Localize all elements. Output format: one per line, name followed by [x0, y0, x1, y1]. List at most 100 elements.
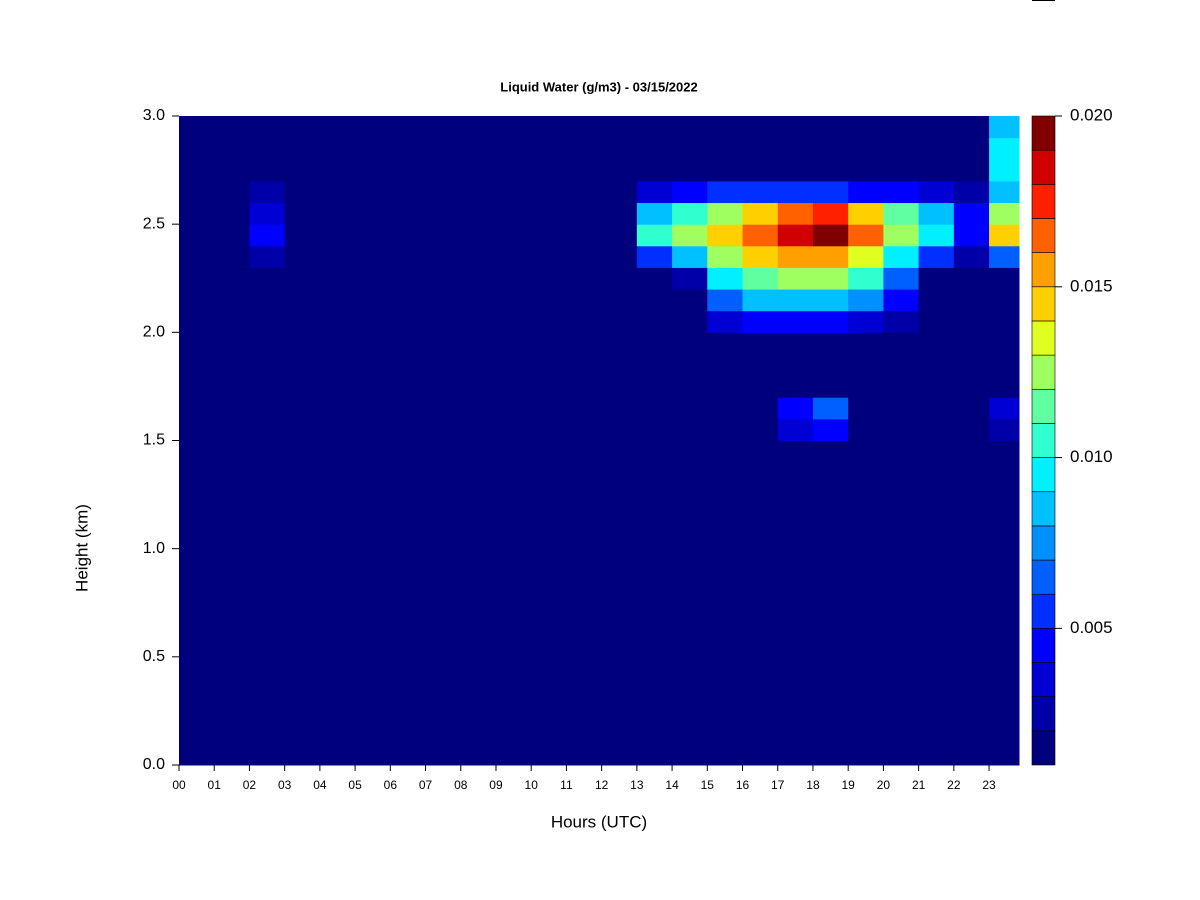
heatmap-cell — [989, 570, 1020, 593]
heatmap-cell — [566, 527, 603, 550]
x-tick-label: 05 — [348, 778, 362, 792]
heatmap-cell — [390, 310, 427, 333]
heatmap-cell — [249, 397, 286, 420]
heatmap-cell — [918, 289, 955, 312]
heatmap-cell — [883, 245, 920, 268]
heatmap-cell — [636, 267, 673, 290]
heatmap-cell — [918, 375, 955, 398]
heatmap-cell — [390, 700, 427, 723]
heatmap-cell — [355, 159, 391, 182]
heatmap-cell — [777, 527, 814, 550]
heatmap-cell — [425, 440, 462, 463]
heatmap-cell — [636, 548, 673, 571]
heatmap-cell — [918, 483, 955, 506]
heatmap-cell — [531, 527, 567, 550]
heatmap-cell — [883, 397, 920, 420]
heatmap-cell — [601, 375, 638, 398]
heatmap-cell — [566, 310, 603, 333]
heatmap-cell — [355, 548, 391, 571]
heatmap-cell — [249, 353, 286, 377]
heatmap-cell — [355, 635, 391, 658]
heatmap-cell — [460, 332, 497, 355]
heatmap-cell — [636, 180, 673, 204]
heatmap-cell — [672, 245, 708, 268]
heatmap-cell — [707, 353, 744, 377]
heatmap-cell — [460, 440, 497, 463]
heatmap-cell — [495, 310, 532, 333]
heatmap-cell — [812, 743, 849, 766]
heatmap-cell — [989, 483, 1020, 506]
heatmap-cell — [319, 505, 356, 528]
heatmap-cell — [566, 375, 603, 398]
heatmap-cell — [672, 310, 708, 333]
heatmap-cell — [812, 548, 849, 571]
heatmap-cell — [848, 721, 884, 744]
heatmap-cell — [425, 332, 462, 355]
heatmap-cell — [777, 743, 814, 766]
x-axis-label: Hours (UTC) — [551, 812, 647, 831]
heatmap-cell — [777, 462, 814, 485]
heatmap-cell — [425, 159, 462, 182]
heatmap-cell — [848, 678, 884, 701]
heatmap-cell — [848, 635, 884, 658]
heatmap-cell — [460, 180, 497, 204]
heatmap-cell — [460, 418, 497, 441]
heatmap-cell — [742, 505, 779, 528]
heatmap-cell — [284, 180, 321, 204]
heatmap-cell — [284, 548, 321, 571]
heatmap-cell — [953, 483, 990, 506]
heatmap-cell — [319, 202, 356, 225]
heatmap-cell — [460, 159, 497, 182]
heatmap-cell — [566, 462, 603, 485]
heatmap-cell — [531, 613, 567, 636]
heatmap-cell — [566, 505, 603, 528]
heatmap-cell — [495, 224, 532, 247]
heatmap-cell — [707, 635, 744, 658]
heatmap-cell — [249, 548, 286, 571]
heatmap-cell — [390, 375, 427, 398]
heatmap-cell — [355, 137, 391, 160]
heatmap-cell — [390, 656, 427, 679]
heatmap-cell — [355, 224, 391, 247]
heatmap-cell — [390, 570, 427, 593]
heatmap-cell — [989, 159, 1020, 182]
heatmap-cell — [636, 721, 673, 744]
heatmap-cell — [989, 332, 1020, 355]
heatmap-cell — [284, 483, 321, 506]
heatmap-cell — [989, 656, 1020, 679]
heatmap-cell — [953, 570, 990, 593]
heatmap-cell — [531, 353, 567, 377]
x-tick-label: 15 — [701, 778, 715, 792]
heatmap-cell — [601, 483, 638, 506]
heatmap-cell — [918, 548, 955, 571]
heatmap-cell — [636, 700, 673, 723]
y-tick-label: 1.5 — [143, 432, 165, 449]
heatmap-cell — [672, 180, 708, 204]
heatmap-cell — [214, 483, 250, 506]
heatmap-cell — [601, 548, 638, 571]
heatmap-cell — [601, 397, 638, 420]
heatmap-cell — [319, 678, 356, 701]
heatmap-cell — [953, 202, 990, 225]
heatmap-cell — [989, 462, 1020, 485]
heatmap-cell — [848, 375, 884, 398]
heatmap-cell — [777, 505, 814, 528]
heatmap-cell — [918, 353, 955, 377]
heatmap-cell — [319, 483, 356, 506]
heatmap-cell — [531, 224, 567, 247]
heatmap-cell — [953, 159, 990, 182]
heatmap-cell — [249, 700, 286, 723]
heatmap-cell — [214, 613, 250, 636]
x-tick-label: 09 — [489, 778, 503, 792]
heatmap-cell — [214, 310, 250, 333]
heatmap-cell — [707, 483, 744, 506]
heatmap-cell — [319, 743, 356, 766]
heatmap-cell — [601, 613, 638, 636]
heatmap-cell — [812, 678, 849, 701]
heatmap-cell — [918, 721, 955, 744]
heatmap-cell — [460, 116, 497, 139]
heatmap-cell — [390, 353, 427, 377]
heatmap-cell — [284, 505, 321, 528]
heatmap-cell — [460, 591, 497, 615]
heatmap-cell — [214, 245, 250, 268]
